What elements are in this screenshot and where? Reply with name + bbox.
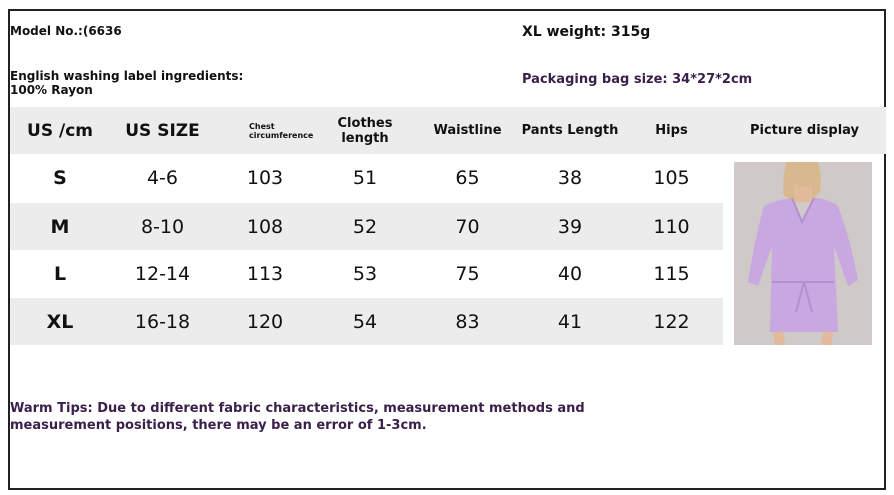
cell-waistline: 70 xyxy=(455,215,480,238)
page-frame xyxy=(8,9,886,490)
cell-us-size: 8-10 xyxy=(140,215,185,238)
product-photo xyxy=(734,162,872,345)
table-row: XL 16-18 120 54 83 41 122 xyxy=(10,298,723,345)
header-hips: Hips xyxy=(655,123,688,138)
cell-size: XL xyxy=(46,310,74,333)
cell-us-size: 4-6 xyxy=(146,166,179,189)
cell-waistline: 75 xyxy=(455,262,480,285)
cell-size: S xyxy=(53,166,67,189)
cell-pants-length: 38 xyxy=(557,166,583,189)
cell-hips: 115 xyxy=(653,262,690,285)
header-chest: Chest circumference xyxy=(249,121,314,140)
cell-clothes-length: 53 xyxy=(352,262,378,285)
cell-size: M xyxy=(50,215,70,238)
xl-weight: XL weight: 315g xyxy=(522,24,651,40)
cell-waistline: 65 xyxy=(455,166,480,189)
cell-chest: 108 xyxy=(246,215,284,238)
washing-label: English washing label ingredients: 100% … xyxy=(10,69,244,97)
header-waistline: Waistline xyxy=(433,123,502,138)
table-row: S 4-6 103 51 65 38 105 xyxy=(10,154,723,201)
model-number: Model No.:(6636 xyxy=(10,24,122,38)
cell-pants-length: 39 xyxy=(557,215,583,238)
header-pants-length: Pants Length xyxy=(521,123,619,138)
cell-hips: 122 xyxy=(653,310,690,333)
header-clothes-length: Clothes length xyxy=(337,115,393,146)
cell-clothes-length: 54 xyxy=(352,310,378,333)
cell-pants-length: 40 xyxy=(557,262,583,285)
header-us-cm: US /cm xyxy=(27,120,93,141)
cell-clothes-length: 51 xyxy=(352,166,378,189)
cell-hips: 110 xyxy=(653,215,690,238)
packaging-size: Packaging bag size: 34*27*2cm xyxy=(522,72,753,87)
table-header-row: US /cm US SIZE Chest circumference Cloth… xyxy=(10,107,886,154)
cell-us-size: 16-18 xyxy=(134,310,191,333)
cell-chest: 113 xyxy=(246,262,284,285)
header-us-size: US SIZE xyxy=(125,120,200,141)
table-row: L 12-14 113 53 75 40 115 xyxy=(10,250,723,297)
header-picture-display: Picture display xyxy=(749,123,860,138)
warm-tips: Warm Tips: Due to different fabric chara… xyxy=(10,401,585,433)
cell-size: L xyxy=(53,262,67,285)
cell-us-size: 12-14 xyxy=(134,262,191,285)
cell-chest: 120 xyxy=(246,310,284,333)
cell-waistline: 83 xyxy=(455,310,480,333)
cell-clothes-length: 52 xyxy=(352,215,378,238)
cell-pants-length: 41 xyxy=(557,310,583,333)
cell-hips: 105 xyxy=(653,166,690,189)
table-row: M 8-10 108 52 70 39 110 xyxy=(10,203,723,250)
cell-chest: 103 xyxy=(246,166,284,189)
